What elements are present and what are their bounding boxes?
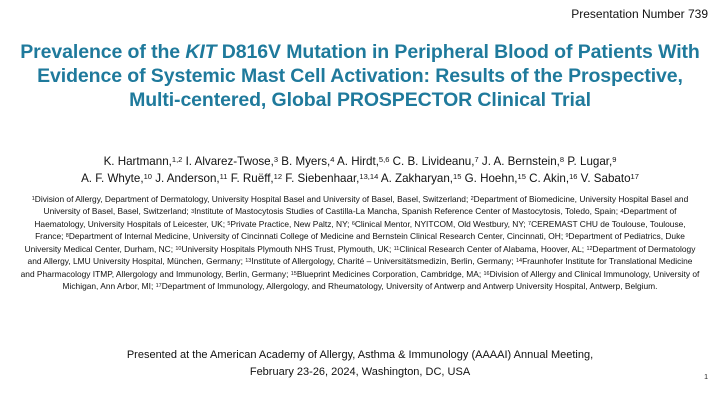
affiliation-number: 16: [483, 270, 490, 277]
affiliation-number: 8: [65, 233, 69, 240]
author-text: A. Zakharyan,: [378, 172, 454, 185]
affiliation-text: Clinical Mentor, NYITCOM, Old Westbury, …: [354, 218, 529, 229]
author-name: A. Zakharyan,15: [378, 172, 462, 185]
title-rest: D816V Mutation in Peripheral Blood of Pa…: [37, 41, 700, 111]
author-name: B. Myers,4: [278, 155, 334, 168]
venue-line-1: Presented at the American Academy of All…: [126, 349, 594, 361]
author-text: A. F. Whyte,: [81, 172, 144, 185]
affiliation-number: 15: [290, 270, 297, 277]
affiliation-text: Division of Allergy, Department of Derma…: [34, 194, 471, 204]
author-name: A. Hirdt,5,6: [334, 155, 389, 168]
page-number: 1: [704, 374, 708, 381]
author-affiliation-marker: 10: [143, 172, 152, 182]
author-text: C. B. Livideanu,: [389, 155, 475, 168]
author-affiliation-marker: 7: [474, 155, 479, 165]
author-text: J. Anderson,: [151, 172, 220, 185]
title-prefix: Prevalence of the: [20, 41, 186, 63]
affiliation-number: 1: [31, 196, 35, 203]
affiliation-list: 1Division of Allergy, Department of Derm…: [20, 193, 700, 293]
affiliation-text: Private Practice, New Paltz, NY;: [230, 218, 352, 229]
affiliation-text: CEREMAST CHU de Toulouse, Toulouse, Fran…: [35, 218, 686, 242]
affiliation-number: 11: [393, 245, 400, 252]
affiliation-text: Department of Dermatology and Allergy, L…: [27, 243, 696, 267]
author-affiliation-marker: 1,2: [171, 155, 183, 165]
affiliation-text: Department of Biomedicine, University Ho…: [43, 194, 689, 217]
affiliation-number: 6: [351, 221, 355, 227]
author-name: C. Akin,16: [525, 172, 578, 185]
author-name: P. Lugar,9: [564, 155, 616, 168]
author-text: A. Hirdt,: [334, 155, 379, 168]
venue-line-2: February 23-26, 2024, Washington, DC, US…: [249, 366, 471, 378]
affiliation-number: 12: [586, 245, 593, 252]
author-text: K. Hartmann,: [103, 155, 172, 168]
author-affiliation-marker: 13,14: [359, 172, 379, 182]
affiliation-number: 2: [470, 196, 474, 203]
author-affiliation-marker: 16: [569, 172, 578, 182]
affiliation-number: 3: [191, 208, 195, 215]
affiliation-number: 10: [175, 245, 182, 252]
affiliation-number: 5: [227, 221, 231, 227]
affiliation-number: 9: [565, 233, 569, 240]
affiliation-text: Department of Internal Medicine, Univers…: [68, 231, 566, 242]
affiliation-number: 7: [528, 221, 532, 227]
affiliation-text: Department of Pediatrics, Duke Universit…: [24, 231, 685, 254]
slide-title: Prevalence of the KIT D816V Mutation in …: [20, 40, 700, 112]
author-affiliation-marker: 3: [273, 155, 279, 165]
author-affiliation-marker: 15: [453, 172, 462, 182]
author-text: V. Sabato: [577, 172, 631, 185]
author-affiliation-marker: 4: [330, 155, 335, 165]
affiliation-number: 14: [516, 258, 523, 265]
affiliation-number: 17: [155, 283, 162, 290]
author-affiliation-marker: 12: [273, 172, 283, 182]
affiliation-number: 13: [245, 258, 252, 265]
presentation-venue: Presented at the American Academy of All…: [20, 347, 700, 381]
author-text: F. Ruëff,: [227, 172, 274, 185]
affiliation-text: University Hospitals Plymouth NHS Trust,…: [181, 243, 394, 254]
author-name: J. A. Bernstein,8: [479, 155, 564, 168]
affiliation-text: Division of Allergy and Clinical Immunol…: [62, 268, 700, 292]
author-name: F. Ruëff,12: [227, 172, 282, 185]
author-name: F. Siebenhaar,13,14: [282, 172, 378, 185]
affiliation-text: Clinical Research Center of Alabama, Hoo…: [399, 243, 587, 254]
author-name: I. Alvarez-Twose,3: [182, 155, 278, 168]
author-name: G. Hoehn,15: [461, 172, 526, 185]
author-affiliation-marker: 17: [630, 172, 639, 182]
author-text: C. Akin,: [525, 172, 570, 185]
author-name: C. B. Livideanu,7: [389, 155, 479, 168]
author-affiliation-marker: 5,6: [378, 155, 390, 165]
affiliation-text: Department of Immunology, Allergology, a…: [161, 281, 658, 292]
author-name: A. F. Whyte,10: [81, 172, 152, 185]
author-text: I. Alvarez-Twose,: [182, 155, 274, 168]
affiliation-text: Institute of Mastocytosis Studies of Cas…: [194, 206, 621, 217]
author-name: K. Hartmann,1,2: [104, 155, 183, 168]
author-affiliation-marker: 9: [612, 155, 617, 165]
presentation-number: Presentation Number 739: [571, 7, 708, 21]
affiliation-text: Blueprint Medicines Corporation, Cambrid…: [296, 268, 484, 279]
author-text: B. Myers,: [278, 155, 331, 168]
author-name: V. Sabato17: [577, 172, 639, 185]
affiliation-number: 4: [620, 208, 624, 215]
author-text: F. Siebenhaar,: [282, 172, 360, 185]
author-list: K. Hartmann,1,2 I. Alvarez-Twose,3 B. My…: [10, 153, 710, 187]
title-gene: KIT: [185, 41, 217, 63]
author-affiliation-marker: 11: [219, 172, 228, 182]
affiliation-text: Fraunhofer Institute for Translational M…: [20, 256, 693, 279]
author-text: G. Hoehn,: [461, 172, 518, 185]
author-text: J. A. Bernstein,: [478, 155, 560, 168]
affiliation-text: Department of Haematology, University Ho…: [34, 206, 677, 229]
author-text: P. Lugar,: [564, 155, 613, 168]
affiliation-text: Institute of Allergology, Charité – Univ…: [251, 256, 516, 267]
author-name: J. Anderson,11: [151, 172, 228, 185]
author-affiliation-marker: 15: [517, 172, 526, 182]
author-affiliation-marker: 8: [559, 155, 565, 165]
